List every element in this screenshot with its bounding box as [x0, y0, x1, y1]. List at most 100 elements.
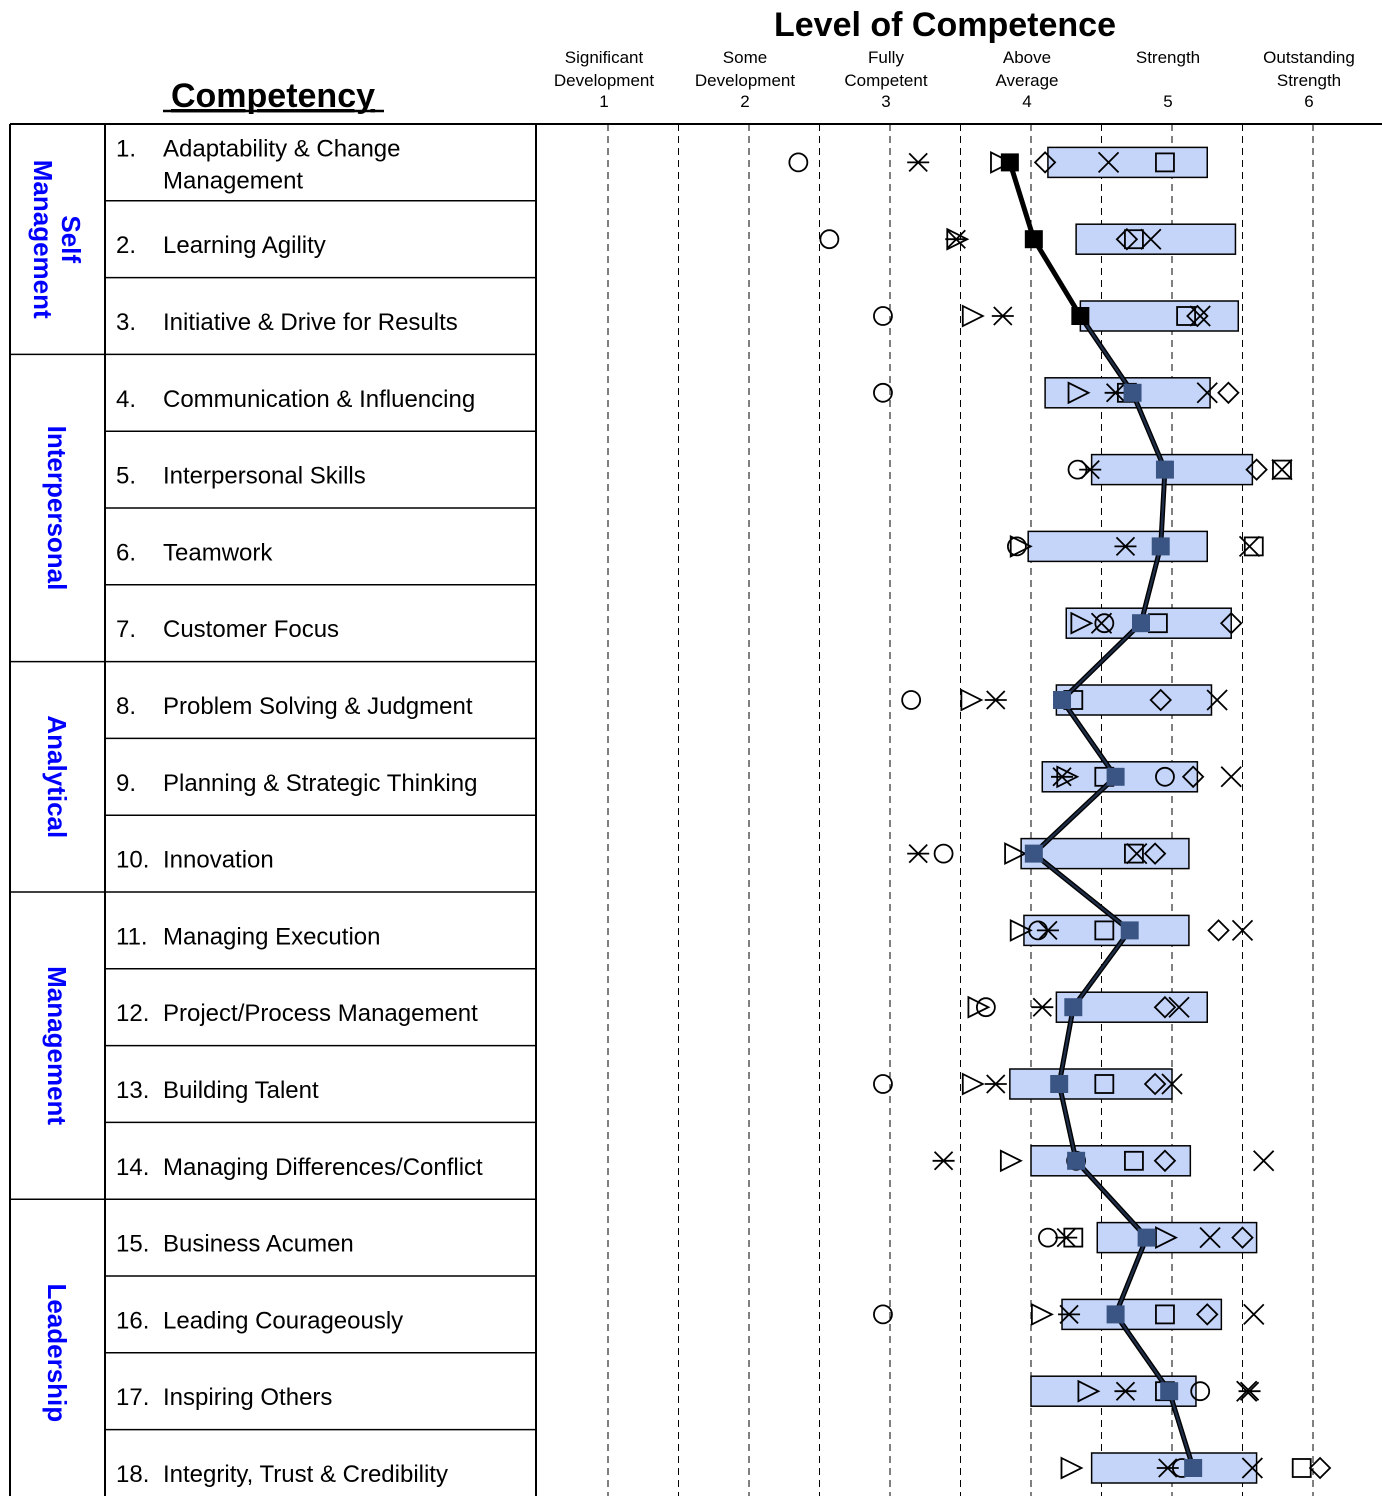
level-label-text: Competent: [844, 71, 927, 90]
range-bar: [1047, 146, 1209, 179]
competency-name: Innovation: [163, 847, 274, 874]
x-marker-icon: [1253, 1150, 1275, 1172]
x-marker-icon: [1243, 1303, 1265, 1326]
average-point: [1024, 230, 1043, 249]
average-point: [1155, 460, 1174, 479]
circle-marker-icon: [819, 229, 840, 250]
grid: [607, 124, 1314, 1496]
x-marker-icon: [1231, 919, 1254, 942]
level-label-text: Average: [995, 71, 1058, 90]
competency-row-label: 2. Learning Agility: [116, 232, 326, 259]
level-number: 5: [1163, 92, 1172, 111]
level-label-text: Strength: [1277, 71, 1341, 90]
table-frame: [9, 123, 1382, 1496]
circle-marker-icon: [1155, 766, 1175, 787]
average-point: [1137, 1228, 1156, 1247]
range-bar: [1055, 684, 1213, 716]
triangle-marker-icon: [960, 688, 984, 712]
competency-name: Planning & Strategic Thinking: [163, 770, 477, 797]
competency-name: Teamwork: [163, 539, 273, 566]
competency-number: 13.: [116, 1077, 149, 1104]
competency-name: Leading Courageously: [163, 1307, 403, 1334]
competency-number: 1.: [116, 135, 136, 162]
competency-name: Project/Process Management: [163, 1000, 478, 1027]
x-marker-icon: [1161, 1073, 1183, 1095]
level-number: 6: [1304, 92, 1313, 111]
diamond-marker-icon: [1153, 1149, 1177, 1173]
diamond-marker-icon: [1143, 1072, 1167, 1096]
diamond-marker-icon: [1033, 151, 1057, 174]
square-marker-icon: [1272, 459, 1292, 480]
level-number: 4: [1022, 92, 1031, 111]
average-point: [1120, 921, 1139, 940]
x-marker-icon: [1189, 305, 1211, 327]
competency-row-label: 1. Adaptability & Change Management: [116, 135, 401, 194]
diamond-marker-icon: [1195, 1303, 1219, 1326]
competency-row-label: 13. Building Talent: [116, 1077, 319, 1104]
average-point: [1000, 153, 1019, 172]
triangle-marker-icon: [1004, 842, 1028, 866]
diamond-marker-icon: [1217, 381, 1240, 405]
average-point: [1050, 1075, 1069, 1093]
circle-marker-icon: [1038, 1227, 1058, 1248]
x-marker-icon: [1206, 689, 1228, 711]
triangle-marker-icon: [961, 304, 985, 328]
group-label-text: Leadership: [42, 1283, 72, 1422]
competency-header: Competency: [171, 77, 375, 115]
x-marker-icon: [1271, 458, 1293, 481]
competency-row-label: 6. Teamwork: [116, 539, 273, 566]
average-line-highlight: [1058, 1082, 1078, 1162]
competency-number: 16.: [116, 1307, 149, 1334]
diamond-marker-icon: [1181, 765, 1205, 789]
asterisk-marker-icon: [1156, 1458, 1179, 1478]
average-line-highlight: [1168, 1390, 1195, 1470]
circle-marker-icon: [873, 306, 893, 326]
group-label-management: Management: [42, 966, 72, 1125]
asterisk-marker-icon: [984, 1074, 1007, 1094]
x-marker-icon: [1241, 1457, 1264, 1479]
competency-number: 6.: [116, 539, 136, 566]
competency-row-label: 15. Business Acumen: [116, 1231, 354, 1258]
circle-marker-icon: [1190, 1381, 1211, 1402]
competency-row-label: 7. Customer Focus: [116, 616, 339, 643]
competency-number: 4.: [116, 386, 136, 413]
x-marker-icon: [1220, 766, 1242, 788]
triangle-marker-icon: [1056, 765, 1080, 789]
competency-name: Problem Solving & Judgment: [163, 693, 473, 720]
circle-marker-icon: [1007, 536, 1027, 557]
competency-row-label: 11. Managing Execution: [116, 923, 380, 950]
asterisk-marker-icon: [1036, 920, 1059, 941]
circle-marker-icon: [873, 382, 893, 403]
average-line-segment: [1007, 159, 1037, 242]
level-number: 3: [881, 92, 890, 111]
diamond-marker-icon: [1219, 611, 1243, 635]
average-line-highlight: [1032, 852, 1131, 932]
group-label-leadership: Leadership: [42, 1283, 72, 1422]
average-line-highlight: [1075, 1159, 1148, 1239]
average-line-highlight: [1079, 314, 1134, 394]
level-label-text: Development: [695, 71, 795, 90]
diamond-marker-icon: [1245, 458, 1268, 481]
competency-number: 18.: [116, 1461, 149, 1488]
asterisk-marker-icon: [991, 306, 1014, 326]
level-label-text: Some: [723, 48, 767, 67]
competency-name: Adaptability & Change: [163, 135, 401, 162]
triangle-marker-icon: [1067, 381, 1091, 405]
average-point: [1106, 1305, 1125, 1324]
diamond-marker-icon: [1207, 919, 1230, 942]
square-marker-icon: [1155, 1304, 1175, 1325]
average-line-highlight: [1114, 1236, 1148, 1316]
square-marker-icon: [1063, 1227, 1084, 1248]
asterisk-marker-icon: [1031, 997, 1054, 1017]
competency-row-label: 14. Managing Differences/Conflict: [116, 1154, 483, 1181]
average-point: [1053, 691, 1072, 709]
competency-name: Customer Focus: [163, 616, 339, 643]
competency-row-label: 18. Integrity, Trust & Credibility: [116, 1461, 448, 1488]
average-line-highlight: [1114, 1313, 1171, 1393]
circle-marker-icon: [788, 152, 809, 173]
asterisk-marker-icon: [1051, 767, 1074, 787]
triangle-marker-icon: [1030, 1302, 1054, 1326]
level-label-3: Fully Competent 3: [844, 48, 927, 111]
